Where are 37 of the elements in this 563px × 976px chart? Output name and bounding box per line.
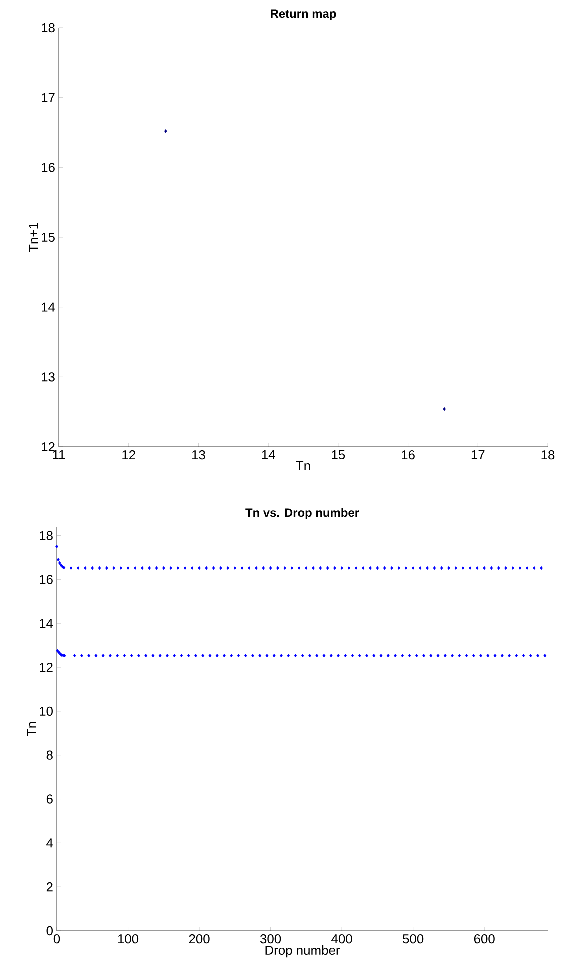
x-tick-label: 600 [474,934,495,944]
y-tick-label: 18 [42,23,55,33]
y-tick-label: 12 [42,442,55,452]
x-tick-label: 200 [189,934,210,944]
y-axis-title: Tn+1 [29,223,38,252]
y-tick-label: 6 [46,794,53,804]
x-tick-label: 13 [192,450,206,460]
x-tick-label: 400 [332,934,352,944]
y-tick-label: 14 [40,619,54,628]
y-tick-label: 4 [46,838,54,848]
x-tick-label: 17 [472,450,485,460]
x-tick-label: 14 [262,450,276,460]
y-tick-label: 16 [40,575,53,584]
y-tick-label: 18 [40,531,53,540]
x-tick-label: 300 [260,934,282,944]
y-tick-label: 16 [42,163,55,172]
y-tick-label: 2 [46,882,53,892]
x-tick-label: 11 [53,450,66,460]
y-tick-label: 10 [40,706,53,716]
chart-title: Tn vs. Drop number [246,508,360,520]
x-tick-label: 12 [122,450,136,460]
y-tick-label: 12 [40,662,53,672]
x-axis-title: Drop number [266,946,340,958]
x-tick-label: 500 [403,934,424,944]
x-tick-label: 18 [542,450,555,460]
x-tick-label: 15 [332,450,346,460]
y-tick-label: 13 [42,372,55,382]
y-tick-label: 17 [42,93,55,102]
y-tick-label: 15 [42,232,55,242]
x-axis-title: Tn [296,462,310,470]
x-tick-label: 100 [118,934,139,944]
y-tick-label: 8 [46,750,53,760]
x-tick-label: 16 [402,450,415,460]
y-axis-title: Tn [27,722,36,736]
y-tick-label: 0 [46,926,53,936]
y-tick-label: 14 [42,302,56,312]
chart-title: Return map [271,10,336,20]
